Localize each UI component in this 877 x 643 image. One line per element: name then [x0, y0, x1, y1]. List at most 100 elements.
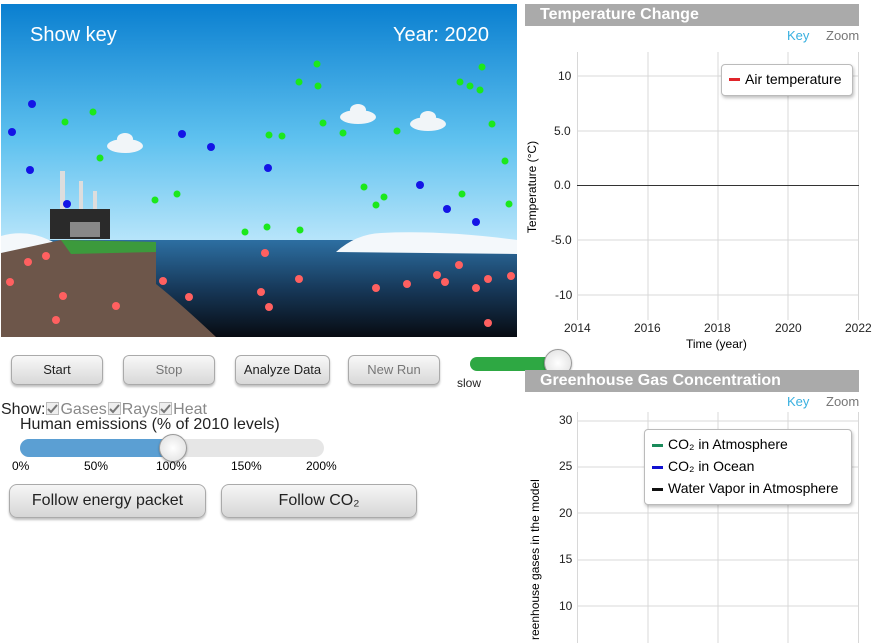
green-particle: [380, 193, 388, 201]
factory-icon: [50, 171, 110, 239]
ghg-ytick-25: 25: [559, 459, 573, 473]
ghg-legend: CO₂ in Atmosphere CO₂ in Ocean Water Vap…: [644, 429, 852, 505]
red-particle: [484, 275, 492, 283]
stop-button[interactable]: Stop: [123, 355, 215, 385]
red-particle: [507, 272, 515, 280]
temperature-plot: [577, 52, 859, 320]
temp-xtick-2016: 2016: [634, 321, 661, 335]
temperature-legend: Air temperature: [721, 64, 853, 96]
green-particle: [241, 228, 249, 236]
red-particle: [59, 292, 67, 300]
green-particle: [393, 127, 401, 135]
green-particle: [478, 63, 486, 71]
temp-ytick-0: 0.0: [554, 178, 571, 192]
temp-ytick-10: 10: [558, 69, 572, 83]
follow-co2-button[interactable]: Follow CO₂: [221, 484, 417, 518]
heat-checkbox[interactable]: [159, 402, 173, 415]
red-particle: [265, 303, 273, 311]
blue-particle: [8, 128, 16, 136]
year-label: Year: 2020: [393, 24, 490, 46]
green-particle: [466, 82, 474, 90]
rays-label: Rays: [121, 401, 159, 418]
blue-particle: [28, 100, 36, 108]
red-particle: [112, 302, 120, 310]
emissions-tick-50: 50%: [84, 459, 109, 473]
emissions-slider-thumb[interactable]: [159, 434, 187, 462]
gases-checkbox[interactable]: [46, 402, 60, 415]
ghg-ytick-20: 20: [559, 506, 573, 520]
blue-particle: [207, 143, 215, 151]
green-particle: [173, 190, 181, 198]
red-particle: [472, 284, 480, 292]
co2-atm-legend-swatch: [652, 444, 663, 447]
temperature-zoom-button[interactable]: Zoom: [826, 28, 860, 43]
green-particle: [296, 226, 304, 234]
emissions-slider[interactable]: [20, 434, 324, 462]
blue-particle: [63, 200, 71, 208]
green-particle: [151, 196, 159, 204]
show-key-label[interactable]: Show key: [30, 24, 117, 46]
ghg-plot: [577, 412, 859, 643]
red-particle: [261, 249, 269, 257]
ghg-zoom-button[interactable]: Zoom: [826, 394, 860, 409]
green-particle: [314, 82, 322, 90]
temp-xtick-2014: 2014: [564, 321, 591, 335]
ghg-ytick-30: 30: [559, 413, 573, 427]
air-temp-legend-swatch: [729, 78, 740, 81]
ghg-ylabel: reenhouse gases in the model: [528, 479, 542, 640]
red-particle: [455, 261, 463, 269]
ghg-key-button[interactable]: Key: [787, 394, 810, 409]
analyze-data-button[interactable]: Analyze Data: [235, 355, 330, 385]
red-particle: [484, 319, 492, 327]
new-run-button[interactable]: New Run: [348, 355, 440, 385]
red-particle: [372, 284, 380, 292]
green-particle: [295, 78, 303, 86]
temp-xtick-2022: 2022: [845, 321, 872, 335]
red-particle: [6, 278, 14, 286]
green-particle: [265, 131, 273, 139]
red-particle: [52, 316, 60, 324]
red-particle: [433, 271, 441, 279]
rays-checkbox[interactable]: [107, 402, 121, 415]
green-particle: [263, 223, 271, 231]
co2-ocean-legend-swatch: [652, 466, 663, 469]
red-particle: [159, 277, 167, 285]
show-options: Show: Gases Rays Heat: [1, 401, 207, 419]
temperature-key-button[interactable]: Key: [787, 28, 810, 43]
blue-particle: [443, 205, 451, 213]
show-label: Show:: [1, 401, 46, 418]
ghg-ytick-10: 10: [559, 599, 573, 613]
green-particle: [505, 200, 513, 208]
green-particle: [488, 120, 496, 128]
green-particle: [61, 118, 69, 126]
green-particle: [360, 183, 368, 191]
red-particle: [24, 258, 32, 266]
speed-track: [470, 357, 558, 371]
ghg-chart-title: Greenhouse Gas Concentration: [525, 370, 859, 392]
blue-particle: [416, 181, 424, 189]
green-particle: [339, 129, 347, 137]
green-particle: [456, 78, 464, 86]
red-particle: [257, 288, 265, 296]
temp-xlabel: Time (year): [686, 337, 747, 351]
red-particle: [295, 275, 303, 283]
red-particle: [185, 293, 193, 301]
red-particle: [42, 252, 50, 260]
water-vapor-legend-swatch: [652, 488, 663, 491]
start-button[interactable]: Start: [11, 355, 103, 385]
temp-ytick-neg10: -10: [555, 288, 573, 302]
emissions-tick-100: 100%: [156, 459, 187, 473]
co2-atm-legend-label: CO₂ in Atmosphere: [668, 436, 788, 452]
follow-energy-packet-button[interactable]: Follow energy packet: [9, 484, 206, 518]
temp-ytick-neg5: -5.0: [551, 233, 572, 247]
ghg-ytick-15: 15: [559, 552, 573, 566]
emissions-label: Human emissions (% of 2010 levels): [20, 416, 280, 433]
blue-particle: [178, 130, 186, 138]
blue-particle: [26, 166, 34, 174]
air-temp-legend-label: Air temperature: [745, 71, 842, 87]
blue-particle: [264, 164, 272, 172]
temperature-chart-title: Temperature Change: [525, 4, 859, 26]
simulation-view[interactable]: [1, 4, 517, 337]
temp-xtick-2018: 2018: [704, 321, 731, 335]
temp-ytick-5: 5.0: [554, 124, 571, 138]
